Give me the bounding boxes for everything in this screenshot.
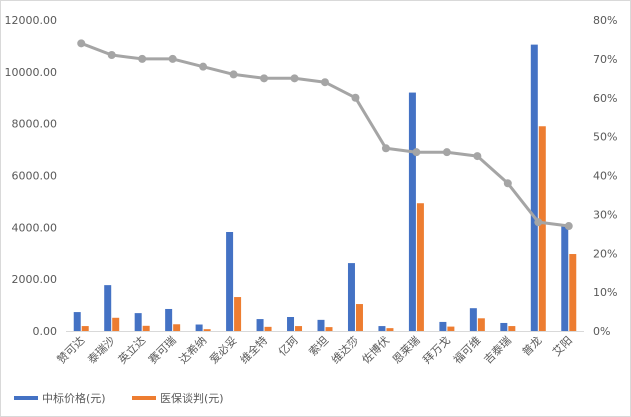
line-ratio-point — [229, 70, 238, 79]
line-ratio-point — [290, 74, 299, 83]
line-ratio-point — [351, 93, 360, 102]
line-ratio-point — [168, 54, 177, 63]
bar-bid-price — [439, 321, 447, 331]
x-category-label: 赛可瑞 — [146, 333, 179, 366]
y-left-tick-label: 8000.00 — [12, 118, 58, 131]
y-left-tick-label: 0.00 — [33, 325, 58, 338]
y-right-tick-label: 60% — [593, 92, 617, 105]
x-category-label: 爱必妥 — [207, 334, 240, 367]
bar-negotiated-price — [538, 126, 546, 331]
x-category-label: 达希纳 — [176, 333, 209, 366]
x-category-label: 泰瑞沙 — [85, 333, 118, 366]
bar-bid-price — [408, 92, 416, 331]
bar-negotiated-price — [508, 326, 516, 331]
x-category-label: 佐博伏 — [359, 333, 392, 366]
x-category-label: 亿珂 — [276, 334, 301, 359]
bar-bid-price — [195, 324, 203, 331]
bar-bid-price — [104, 285, 112, 331]
bar-bid-price — [226, 231, 234, 331]
line-ratio-point — [107, 50, 116, 59]
bar-bid-price — [256, 319, 264, 331]
x-category-label: 维达莎 — [328, 333, 361, 366]
x-category-label: 赞可达 — [55, 334, 88, 367]
line-ratio-point — [199, 62, 208, 71]
bar-negotiated-price — [295, 326, 303, 331]
bar-negotiated-price — [569, 254, 577, 331]
y-left-tick-label: 12000.00 — [5, 14, 58, 27]
y-right-tick-label: 30% — [593, 208, 617, 221]
y-right-tick-label: 40% — [593, 170, 617, 183]
bar-bid-price — [165, 308, 173, 331]
bar-negotiated-price — [234, 297, 242, 331]
bar-negotiated-price — [416, 203, 424, 331]
y-right-tick-label: 80% — [593, 14, 617, 27]
y-right-tick-label: 70% — [593, 53, 617, 66]
line-ratio-point — [260, 74, 269, 83]
bar-negotiated-price — [386, 328, 394, 331]
x-category-label: 恩莱瑞 — [389, 333, 422, 366]
bar-negotiated-price — [203, 329, 211, 331]
bar-bid-price — [500, 322, 508, 331]
legend-label-negotiated-price: 医保谈判(元) — [160, 391, 224, 405]
x-category-label: 英立达 — [115, 333, 148, 366]
x-category-label: 拜万戈 — [420, 334, 453, 367]
x-category-label: 索坦 — [306, 333, 331, 358]
bar-bid-price — [378, 326, 386, 331]
line-ratio-point — [321, 78, 329, 87]
line-ratio-point — [77, 39, 86, 48]
y-left-tick-label: 10000.00 — [5, 66, 58, 79]
line-ratio-series — [80, 41, 569, 228]
legend-label-bid-price: 中标价格(元) — [42, 391, 106, 405]
bar-bid-price — [287, 317, 295, 331]
x-category-label: 福可维 — [450, 333, 483, 366]
bar-negotiated-price — [355, 304, 363, 331]
bar-negotiated-price — [447, 326, 455, 331]
x-category-label: 维全特 — [237, 333, 270, 366]
y-left-tick-label: 2000.00 — [12, 273, 58, 286]
bar-negotiated-price — [142, 325, 150, 331]
bar-negotiated-price — [325, 327, 333, 331]
legend-swatch-bid-price — [14, 396, 38, 400]
x-category-label: 吉泰瑞 — [481, 333, 514, 366]
bar-bid-price — [317, 319, 325, 331]
bar-negotiated-price — [81, 326, 89, 331]
line-ratio-point — [534, 218, 543, 227]
bar-bid-price — [347, 263, 355, 331]
y-right-tick-label: 10% — [593, 286, 617, 299]
bar-bid-price — [73, 312, 81, 331]
bar-bid-price — [561, 226, 569, 331]
line-ratio-point — [138, 54, 147, 63]
x-category-label: 艾阳 — [550, 334, 575, 359]
line-ratio-point — [412, 148, 421, 157]
bar-negotiated-price — [173, 324, 181, 331]
line-ratio-point — [564, 222, 573, 231]
line-ratio-point — [381, 144, 390, 153]
line-ratio-point — [473, 152, 482, 161]
y-right-tick-label: 0% — [593, 325, 610, 338]
legend-swatch-negotiated-price — [132, 396, 156, 400]
bar-bid-price — [530, 44, 538, 331]
bar-negotiated-price — [112, 317, 120, 331]
x-category-label: 普龙 — [519, 333, 544, 358]
bar-negotiated-price — [264, 326, 272, 331]
bar-negotiated-price — [477, 318, 485, 331]
line-ratio-point — [442, 148, 451, 157]
y-left-tick-label: 6000.00 — [12, 170, 58, 183]
bar-bid-price — [469, 308, 477, 331]
y-right-tick-label: 50% — [593, 131, 617, 144]
line-ratio-point — [503, 179, 512, 188]
y-right-tick-label: 20% — [593, 247, 617, 260]
y-left-tick-label: 4000.00 — [12, 221, 58, 234]
bar-bid-price — [134, 313, 142, 331]
